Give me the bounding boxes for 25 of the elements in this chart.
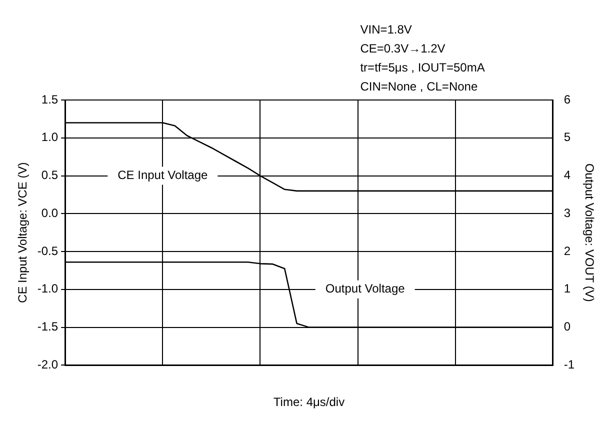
y2-tick-label: 2 [564, 244, 571, 258]
y-tick-label: 1.0 [41, 130, 58, 144]
y-tick-label: 0.5 [41, 168, 58, 182]
y-tick-label: -1.5 [37, 320, 58, 334]
text: VIN=1.8V [360, 22, 412, 36]
y-axis-title: CE Input Voltage: VCE (V) [16, 162, 30, 303]
x-axis-title: Time: 4μs/div [273, 395, 345, 410]
y2-tick-label: 4 [564, 168, 571, 182]
y2-tick-label: 5 [564, 130, 571, 144]
y2-tick-label: 6 [564, 92, 571, 106]
text: Output Voltage [325, 282, 406, 296]
series-label: CE Input Voltage [118, 168, 208, 182]
y2-tick-label: -1 [564, 358, 575, 372]
y-tick-label: 1.5 [41, 92, 58, 106]
y-tick-label: -1.0 [37, 282, 58, 296]
y2-axis-title: Output Voltage: VOUT (V) [582, 163, 596, 302]
text: CIN=None , CL=None [360, 79, 478, 94]
text: CE=0.3V→1.2V [360, 41, 446, 56]
y2-tick-label: 0 [564, 320, 571, 334]
y2-tick-label: 1 [564, 282, 571, 296]
y-tick-label: 0.0 [41, 206, 58, 220]
y2-tick-label: 3 [564, 206, 571, 220]
y-tick-label: -0.5 [37, 244, 58, 258]
text: tr=tf=5μs , IOUT=50mA [360, 60, 485, 74]
y-tick-label: -2.0 [37, 358, 58, 372]
